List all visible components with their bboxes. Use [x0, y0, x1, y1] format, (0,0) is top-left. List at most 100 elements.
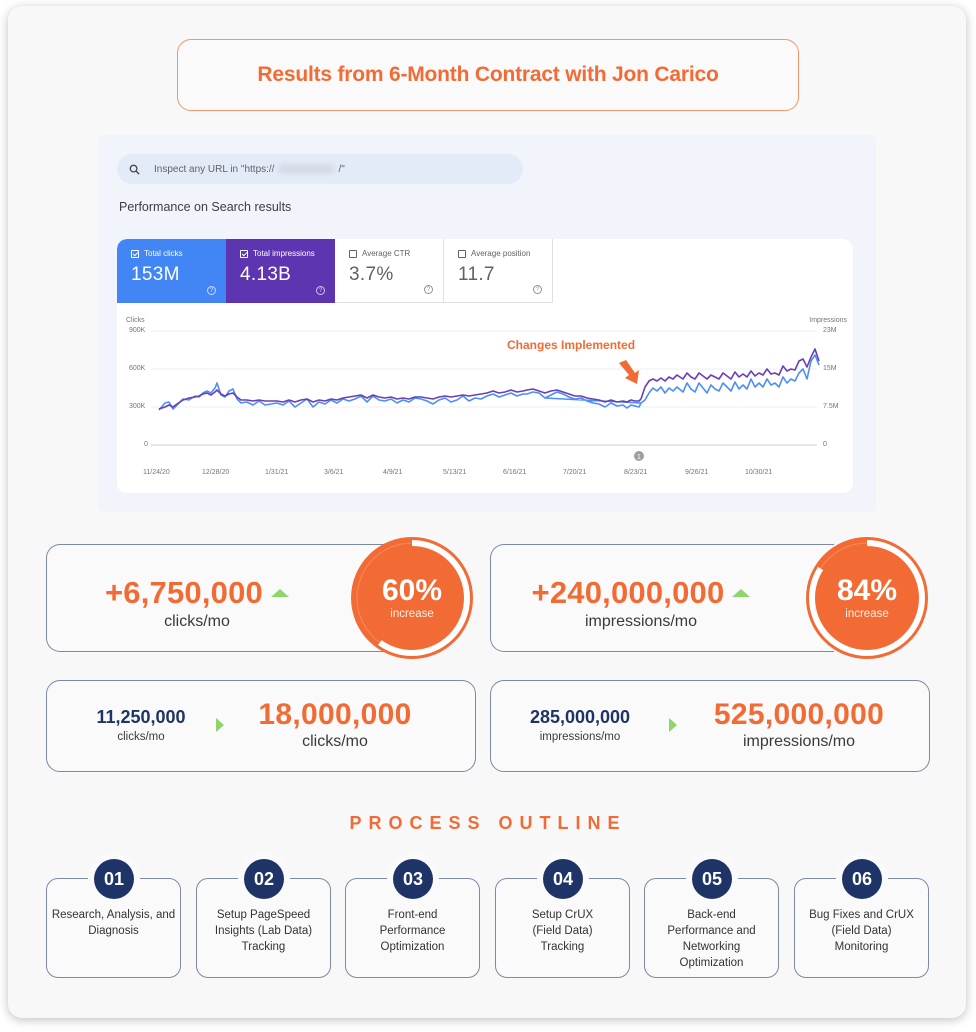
impressions-before-unit: impressions/mo: [539, 731, 621, 743]
step-text: Setup CrUX (Field Data) Tracking: [531, 909, 594, 953]
y-right-tick: 23M: [823, 327, 837, 334]
impressions-after: 525,000,000 impressions/mo: [687, 698, 911, 751]
up-arrow-icon: [732, 589, 751, 597]
x-tick: 9/26/21: [685, 469, 709, 476]
x-tick: 11/24/20: [143, 469, 170, 476]
metric-value: 153M: [131, 264, 180, 285]
url-inspect-search[interactable]: Inspect any URL in "https:// /": [117, 154, 523, 184]
search-console-panel: Inspect any URL in "https:// /" Performa…: [98, 135, 876, 512]
clicks-after-value: 18,000,000: [258, 698, 412, 731]
y-left-tick: 300K: [129, 403, 146, 410]
performance-card: Total clicks 153M ? Total impressions 4.…: [117, 239, 853, 493]
impressions-comparison-card: 285,000,000 impressions/mo 525,000,000 i…: [490, 680, 930, 772]
checkbox-unchecked-icon[interactable]: [349, 249, 357, 258]
performance-chart: Clicks Impressions 900K 600K 300K 0 23M …: [117, 303, 853, 493]
search-placeholder-prefix: Inspect any URL in "https://: [154, 163, 275, 175]
clicks-percent: 60%: [381, 574, 443, 607]
metric-tile-average-position[interactable]: Average position 11.7 ?: [444, 239, 553, 303]
clicks-delta-value: +6,750,000: [104, 575, 263, 610]
right-arrow-icon: [669, 718, 677, 732]
step-number-badge: 05: [692, 859, 732, 899]
help-icon[interactable]: ?: [316, 286, 325, 295]
x-tick: 12/28/20: [202, 469, 230, 476]
y-left-title: Clicks: [126, 317, 145, 324]
step-text: Setup PageSpeed Insights (Lab Data) Trac…: [214, 909, 313, 953]
help-icon[interactable]: ?: [533, 285, 542, 294]
checkbox-checked-icon[interactable]: [131, 249, 139, 258]
impressions-before: 285,000,000 impressions/mo: [515, 707, 645, 743]
x-tick: 5/13/21: [443, 469, 467, 476]
impressions-increase-card: +240,000,000 impressions/mo: [490, 544, 834, 652]
y-right-title: Impressions: [809, 317, 847, 324]
metric-tile-total-clicks[interactable]: Total clicks 153M ?: [117, 239, 226, 303]
impressions-after-value: 525,000,000: [713, 698, 885, 731]
clicks-delta-unit: clicks/mo: [164, 613, 230, 630]
clicks-before: 11,250,000 clicks/mo: [81, 707, 201, 743]
help-icon[interactable]: ?: [207, 286, 216, 295]
step-text: Research, Analysis, and Diagnosis: [51, 909, 176, 937]
metric-label: Total impressions: [253, 249, 315, 258]
y-left-tick: 600K: [129, 365, 146, 372]
clicks-delta-block: +6,750,000 clicks/mo: [47, 575, 347, 631]
clicks-comparison-card: 11,250,000 clicks/mo 18,000,000 clicks/m…: [46, 680, 476, 772]
impressions-percent-ring: 84% increase: [805, 536, 929, 660]
progress-ring-icon: [351, 537, 473, 659]
y-right-tick: 0: [823, 441, 827, 448]
process-step-1: 01 Research, Analysis, and Diagnosis: [46, 859, 181, 978]
clicks-after-unit: clicks/mo: [302, 733, 368, 750]
x-tick: 7/20/21: [563, 469, 587, 476]
checkbox-checked-icon[interactable]: [240, 249, 248, 258]
annotation-changes-implemented: Changes Implemented: [507, 338, 635, 352]
x-tick: 8/23/21: [624, 469, 648, 476]
chart-plot: Changes Implemented 1: [151, 330, 820, 461]
y-left-tick: 0: [144, 441, 148, 448]
clicks-percent-label: increase: [390, 608, 434, 620]
impressions-before-value: 285,000,000: [529, 707, 631, 727]
step-number-badge: 04: [543, 859, 583, 899]
process-step-3: 03 Front-end Performance Optimization: [345, 859, 480, 978]
y-right-tick: 7.5M: [823, 403, 839, 410]
process-step-6: 06 Bug Fixes and CrUX (Field Data) Monit…: [794, 859, 929, 978]
clicks-delta: +6,750,000: [105, 575, 289, 611]
checkbox-unchecked-icon[interactable]: [458, 249, 466, 258]
impressions-delta-unit: impressions/mo: [584, 613, 698, 630]
x-tick: 10/30/21: [745, 469, 773, 476]
process-step-2: 02 Setup PageSpeed Insights (Lab Data) T…: [196, 859, 331, 978]
x-tick: 1/31/21: [265, 469, 289, 476]
metric-label: Average CTR: [362, 249, 411, 258]
page-title: Results from 6-Month Contract with Jon C…: [257, 63, 719, 86]
search-icon: [129, 164, 140, 175]
clicks-increase-card: +6,750,000 clicks/mo: [46, 544, 390, 652]
metric-tile-total-impressions[interactable]: Total impressions 4.13B ?: [226, 239, 335, 303]
performance-heading: Performance on Search results: [119, 200, 292, 214]
clicks-before-unit: clicks/mo: [117, 731, 165, 743]
step-text: Bug Fixes and CrUX (Field Data) Monitori…: [809, 909, 914, 953]
y-left-tick: 900K: [129, 327, 146, 334]
svg-text:1: 1: [637, 454, 641, 461]
title-banner: Results from 6-Month Contract with Jon C…: [177, 39, 799, 111]
step-text: Front-end Performance Optimization: [379, 909, 446, 953]
impressions-after-unit: impressions/mo: [742, 733, 856, 750]
progress-ring-icon: [806, 537, 928, 659]
up-arrow-icon: [271, 589, 289, 597]
y-right-tick: 15M: [823, 365, 837, 372]
help-icon[interactable]: ?: [424, 285, 433, 294]
right-arrow-icon: [216, 718, 224, 732]
metric-label: Average position: [471, 249, 531, 258]
x-tick: 4/9/21: [383, 469, 403, 476]
step-text: Back-end Performance and Networking Opti…: [667, 909, 756, 969]
process-step-4: 04 Setup CrUX (Field Data) Tracking: [495, 859, 630, 978]
process-step-5: 05 Back-end Performance and Networking O…: [644, 859, 779, 978]
step-number-badge: 03: [393, 859, 433, 899]
clicks-after: 18,000,000 clicks/mo: [235, 698, 435, 751]
process-outline-title: PROCESS OUTLINE: [349, 813, 627, 833]
step-number-badge: 01: [94, 859, 134, 899]
metric-value: 11.7: [458, 264, 495, 285]
step-number-badge: 06: [842, 859, 882, 899]
step-number-badge: 02: [244, 859, 284, 899]
search-placeholder-suffix: /": [338, 163, 345, 175]
metric-tile-average-ctr[interactable]: Average CTR 3.7% ?: [335, 239, 444, 303]
x-tick: 3/6/21: [324, 469, 344, 476]
metric-label: Total clicks: [144, 249, 183, 258]
impressions-delta-block: +240,000,000 impressions/mo: [491, 575, 791, 631]
